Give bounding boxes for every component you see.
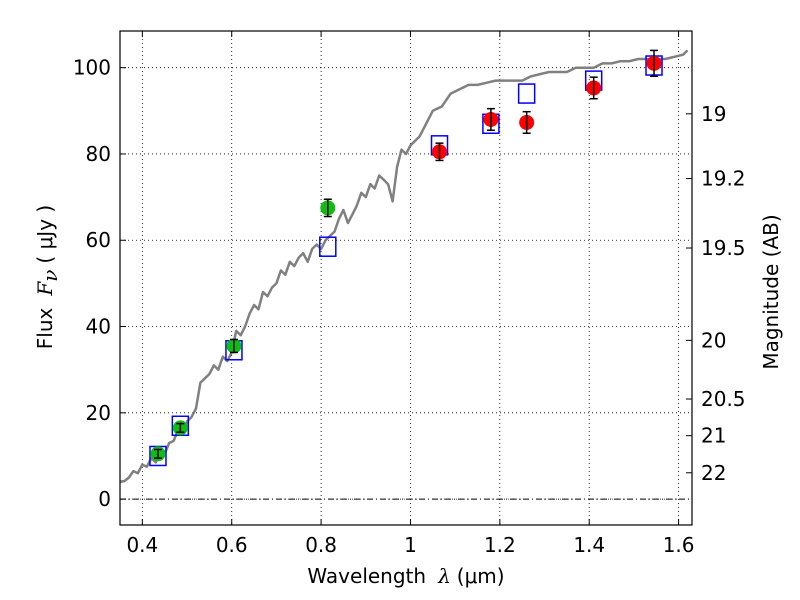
tick-layer: 0.4 0.6 0.8 1 1.2 1.4 1.6 0 20 40 60 80 100 19 19.2 19.… <box>73 31 746 557</box>
right-tick-label: 22 <box>701 461 726 485</box>
right-tick-label: 20 <box>701 328 726 352</box>
x-tick-label: 1.6 <box>663 533 695 557</box>
x-tick-label: 0.4 <box>126 533 158 557</box>
right-tick-label: 19.2 <box>701 167 746 191</box>
y-tick-label: 60 <box>86 228 111 252</box>
x-tick-label: 1.2 <box>484 533 516 557</box>
x-tick-label: 0.8 <box>305 533 337 557</box>
x-tick-label: 1.4 <box>573 533 605 557</box>
right-tick-label: 20.5 <box>701 387 746 411</box>
grid-layer <box>120 31 692 525</box>
x-axis-label: Wavelength λ (μm) <box>307 564 504 588</box>
model-square-marker <box>319 236 337 257</box>
y-axis-label: FluxFν( μJy ) <box>33 205 62 349</box>
series-layer <box>119 49 689 484</box>
y-tick-label: 20 <box>86 401 111 425</box>
y-tick-label: 40 <box>86 315 111 339</box>
right-tick-label: 19 <box>701 102 726 126</box>
right-tick-label: 19.5 <box>701 236 746 260</box>
y-tick-label: 0 <box>98 487 111 511</box>
model-square-marker <box>517 83 536 104</box>
y-tick-label: 100 <box>73 56 111 80</box>
plot-frame <box>119 30 693 526</box>
x-tick-label: 1 <box>404 533 417 557</box>
x-tick-label: 0.6 <box>216 533 248 557</box>
right-tick-label: 21 <box>701 424 726 448</box>
right-axis-label: Magnitude (AB) <box>759 214 783 369</box>
y-tick-label: 80 <box>86 142 111 166</box>
spectrum-line <box>119 49 689 484</box>
